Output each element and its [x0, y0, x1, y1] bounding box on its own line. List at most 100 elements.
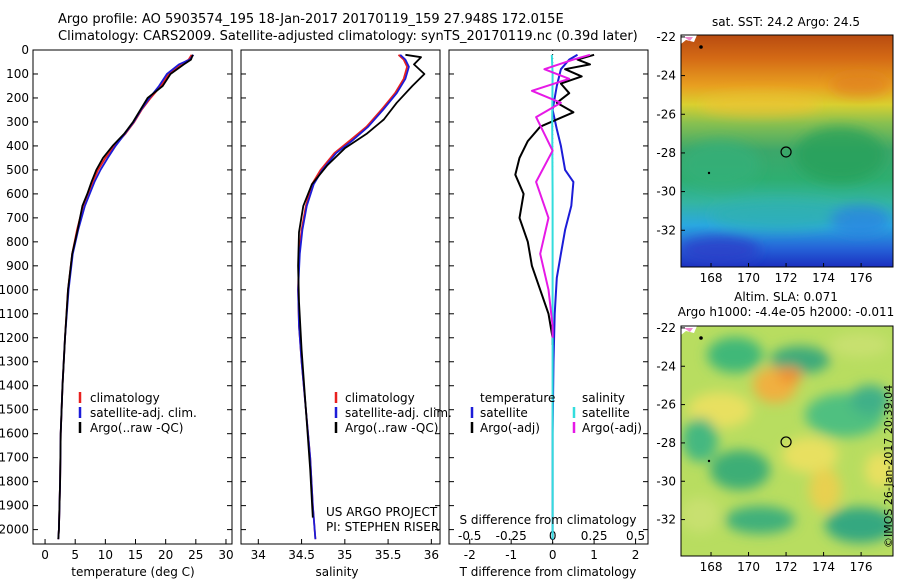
imos-stamp: ©IMOS 26-Jan-2017 20:39:04	[882, 385, 895, 548]
lon-tick-label: 176	[850, 271, 873, 285]
y-tick-label: 600	[6, 187, 29, 201]
lat-tick-label: -22	[656, 321, 676, 335]
pi-note: PI: STEPHEN RISER	[326, 520, 439, 534]
y-tick-label: 0	[21, 43, 29, 57]
x-tick-label: 34	[251, 548, 266, 562]
y-tick-label: 1700	[0, 451, 29, 465]
lat-tick-label: -32	[656, 223, 676, 237]
y-tick-label: 1000	[0, 283, 29, 297]
y-tick-label: 1800	[0, 475, 29, 489]
series-line-climatology	[57, 54, 193, 540]
sla-label: Altim. SLA: 0.071	[734, 290, 838, 304]
series-line-s-argo-adj-	[530, 53, 591, 338]
y-tick-label: 1400	[0, 379, 29, 393]
y-tick-label: 1900	[0, 499, 29, 513]
lat-tick-label: -24	[656, 69, 676, 83]
s-difference-axis-label: S difference from climatology	[460, 513, 637, 527]
difference-legend: temperature satellite Argo(-adj) salinit…	[470, 391, 642, 435]
legend-label-argo: Argo(..raw -QC)	[90, 421, 183, 435]
series-line-climatology	[297, 54, 409, 540]
x-top-tick-label: 0.25	[581, 529, 608, 543]
profile-location-marker	[780, 146, 792, 158]
lat-tick-label: -28	[656, 436, 676, 450]
y-tick-label: 1200	[0, 331, 29, 345]
y-tick-label: 900	[6, 259, 29, 273]
x-tick-label: 2	[632, 548, 640, 562]
lat-tick-label: -30	[656, 185, 676, 199]
legend-label-s-argo: Argo(-adj)	[582, 421, 642, 435]
y-tick-label: 400	[6, 139, 29, 153]
series-line-argo-raw-qc-	[297, 53, 426, 518]
series-line-s-satellite	[550, 54, 554, 540]
temperature-plot: 0 5 10 15 20 25 30	[33, 49, 234, 562]
x-tick-label: 36	[424, 548, 439, 562]
x-tick-label: 15	[128, 548, 143, 562]
x-top-tick-label: -0.5	[458, 529, 481, 543]
series-line-argo-raw-qc-	[57, 54, 194, 540]
t-difference-axis-label: T difference from climatology	[459, 565, 637, 579]
lon-tick-label: 172	[775, 560, 798, 574]
salinity-axis-label: salinity	[315, 565, 358, 579]
difference-panel	[448, 49, 649, 545]
legend-label-climatology: climatology	[345, 391, 415, 405]
salinity-panel	[240, 49, 441, 545]
lon-tick-label: 174	[812, 560, 835, 574]
x-tick-label: 30	[218, 548, 233, 562]
y-tick-label: 1300	[0, 355, 29, 369]
depth-axis: 0 100 200 300 400 500 600 700 800 900 1000 1100 1200…	[0, 43, 29, 537]
x-tick-label: 5	[71, 548, 79, 562]
difference-plot: -2 -1 0 1 2-0.5 -0.25 0 0.25 0.5	[449, 49, 648, 562]
temperature-legend: climatology satellite-adj. clim. Argo(..…	[78, 391, 197, 435]
legend-label-t-argo: Argo(-adj)	[480, 421, 540, 435]
sla-map-axes: 168 170 172 174 176 -22 -24 -26 -28 -30 -32	[656, 321, 872, 574]
lon-tick-label: 170	[737, 560, 760, 574]
y-tick-label: 500	[6, 163, 29, 177]
x-tick-label: 10	[98, 548, 113, 562]
y-tick-label: 800	[6, 235, 29, 249]
lon-tick-label: 172	[775, 271, 798, 285]
temperature-axis-label: temperature (deg C)	[71, 565, 194, 579]
salinity-plot: 34 34.5 35 35.5 36	[241, 49, 440, 562]
profile-location-marker	[780, 436, 792, 448]
x-top-tick-label: -0.25	[496, 529, 527, 543]
lat-tick-label: -32	[656, 513, 676, 527]
x-tick-label: -2	[464, 548, 476, 562]
x-tick-label: 35.5	[375, 548, 402, 562]
series-line-satellite-adj-clim-	[57, 54, 195, 540]
legend-heading-temperature: temperature	[480, 391, 555, 405]
legend-label-satellite: satellite-adj. clim.	[345, 406, 452, 420]
lat-tick-label: -28	[656, 146, 676, 160]
legend-label-argo: Argo(..raw -QC)	[345, 421, 438, 435]
legend-label-satellite: satellite-adj. clim.	[90, 406, 197, 420]
lon-tick-label: 170	[737, 271, 760, 285]
x-tick-label: 0	[549, 548, 557, 562]
y-tick-label: 1600	[0, 427, 29, 441]
x-tick-label: -1	[505, 548, 517, 562]
y-tick-label: 1500	[0, 403, 29, 417]
sst-map-axes: 168 170 172 174 176 -22 -24 -26 -28 -30 -32	[656, 30, 872, 285]
lat-tick-label: -26	[656, 398, 676, 412]
x-tick-label: 35	[337, 548, 352, 562]
x-tick-label: 20	[158, 548, 173, 562]
sla-argo-label: Argo h1000: -4.4e-05 h2000: -0.011	[678, 305, 895, 319]
lon-tick-label: 168	[700, 271, 723, 285]
salinity-legend: climatology satellite-adj. clim. Argo(..…	[334, 391, 452, 435]
y-tick-label: 300	[6, 115, 29, 129]
x-tick-label: 25	[188, 548, 203, 562]
lat-tick-label: -22	[656, 30, 676, 44]
series-line-satellite-adj-clim-	[297, 54, 410, 540]
lat-tick-label: -26	[656, 107, 676, 121]
series-line-t-satellite	[551, 53, 579, 540]
y-tick-label: 2000	[0, 523, 29, 537]
legend-heading-salinity: salinity	[582, 391, 625, 405]
x-top-tick-label: 0.5	[626, 529, 645, 543]
sst-map	[681, 35, 893, 267]
sst-label: sat. SST: 24.2 Argo: 24.5	[712, 15, 860, 29]
y-tick-label: 700	[6, 211, 29, 225]
lat-tick-label: -24	[656, 359, 676, 373]
lon-tick-label: 174	[812, 271, 835, 285]
climatology-subtitle: Climatology: CARS2009. Satellite-adjuste…	[58, 29, 638, 44]
x-tick-label: 0	[41, 548, 49, 562]
lon-tick-label: 168	[700, 560, 723, 574]
